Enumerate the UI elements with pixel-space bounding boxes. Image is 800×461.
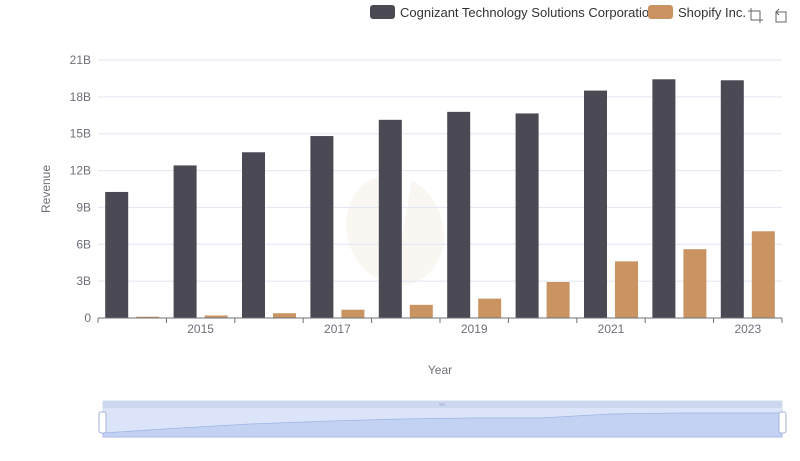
datazoom-handle-right[interactable] <box>778 411 787 434</box>
bar-shopify-2016[interactable] <box>273 313 296 318</box>
bars <box>105 79 775 319</box>
bar-shopify-2021[interactable] <box>615 261 638 318</box>
legend-swatch-cognizant[interactable] <box>370 5 395 19</box>
y-tick-label: 12B <box>70 164 91 178</box>
bar-cognizant-2021[interactable] <box>584 90 607 318</box>
datazoom-handle-left[interactable] <box>98 411 107 434</box>
bar-shopify-2019[interactable] <box>478 298 502 318</box>
x-tick-label: 2015 <box>187 322 214 336</box>
bar-cognizant-2023[interactable] <box>720 80 744 319</box>
y-tick-label: 3B <box>76 274 91 288</box>
y-tick-label: 0 <box>84 311 91 325</box>
legend-label-shopify[interactable]: Shopify Inc. <box>678 5 746 20</box>
bar-shopify-2022[interactable] <box>683 249 707 318</box>
bar-shopify-2014[interactable] <box>136 316 160 318</box>
legend: Cognizant Technology Solutions Corporati… <box>370 5 746 20</box>
y-axis-title: Revenue <box>39 165 53 213</box>
datazoom-grip-icon[interactable] <box>439 403 445 406</box>
bar-shopify-2015[interactable] <box>204 315 228 318</box>
bar-shopify-2023[interactable] <box>751 231 775 318</box>
x-tick-label: 2017 <box>324 322 351 336</box>
restore-icon[interactable] <box>775 8 787 23</box>
datazoom-top-bar <box>103 401 782 408</box>
datazoom-slider[interactable] <box>98 400 787 438</box>
bar-cognizant-2018[interactable] <box>378 119 402 319</box>
zoom-region-icon[interactable] <box>748 8 763 23</box>
y-tick-label: 18B <box>70 90 91 104</box>
bar-cognizant-2016[interactable] <box>242 152 265 318</box>
bar-shopify-2018[interactable] <box>409 304 433 318</box>
legend-label-cognizant[interactable]: Cognizant Technology Solutions Corporati… <box>400 5 656 20</box>
y-tick-label: 9B <box>76 200 91 214</box>
x-tick-label: 2023 <box>734 322 761 336</box>
bar-cognizant-2022[interactable] <box>652 79 676 318</box>
x-axis <box>97 317 783 323</box>
bar-cognizant-2017[interactable] <box>310 136 334 318</box>
x-tick-label: 2021 <box>598 322 625 336</box>
x-axis-title: Year <box>428 363 452 377</box>
bar-shopify-2017[interactable] <box>341 309 365 318</box>
bar-cognizant-2019[interactable] <box>447 111 471 319</box>
bar-cognizant-2020[interactable] <box>515 113 539 318</box>
y-axis-labels: 0 3B 6B 9B 12B 15B 18B 21B <box>70 53 92 325</box>
y-tick-label: 6B <box>76 237 91 251</box>
datazoom-preview-line <box>102 412 783 438</box>
bar-cognizant-2014[interactable] <box>105 191 129 318</box>
bar-shopify-2020[interactable] <box>546 282 570 318</box>
y-tick-label: 15B <box>70 127 91 141</box>
gridlines <box>98 59 782 319</box>
legend-swatch-shopify[interactable] <box>648 5 673 19</box>
bar-cognizant-2015[interactable] <box>173 165 197 318</box>
y-tick-label: 21B <box>70 53 91 67</box>
x-axis-labels: 2015 2017 2019 2021 2023 <box>187 322 761 336</box>
x-tick-label: 2019 <box>461 322 488 336</box>
